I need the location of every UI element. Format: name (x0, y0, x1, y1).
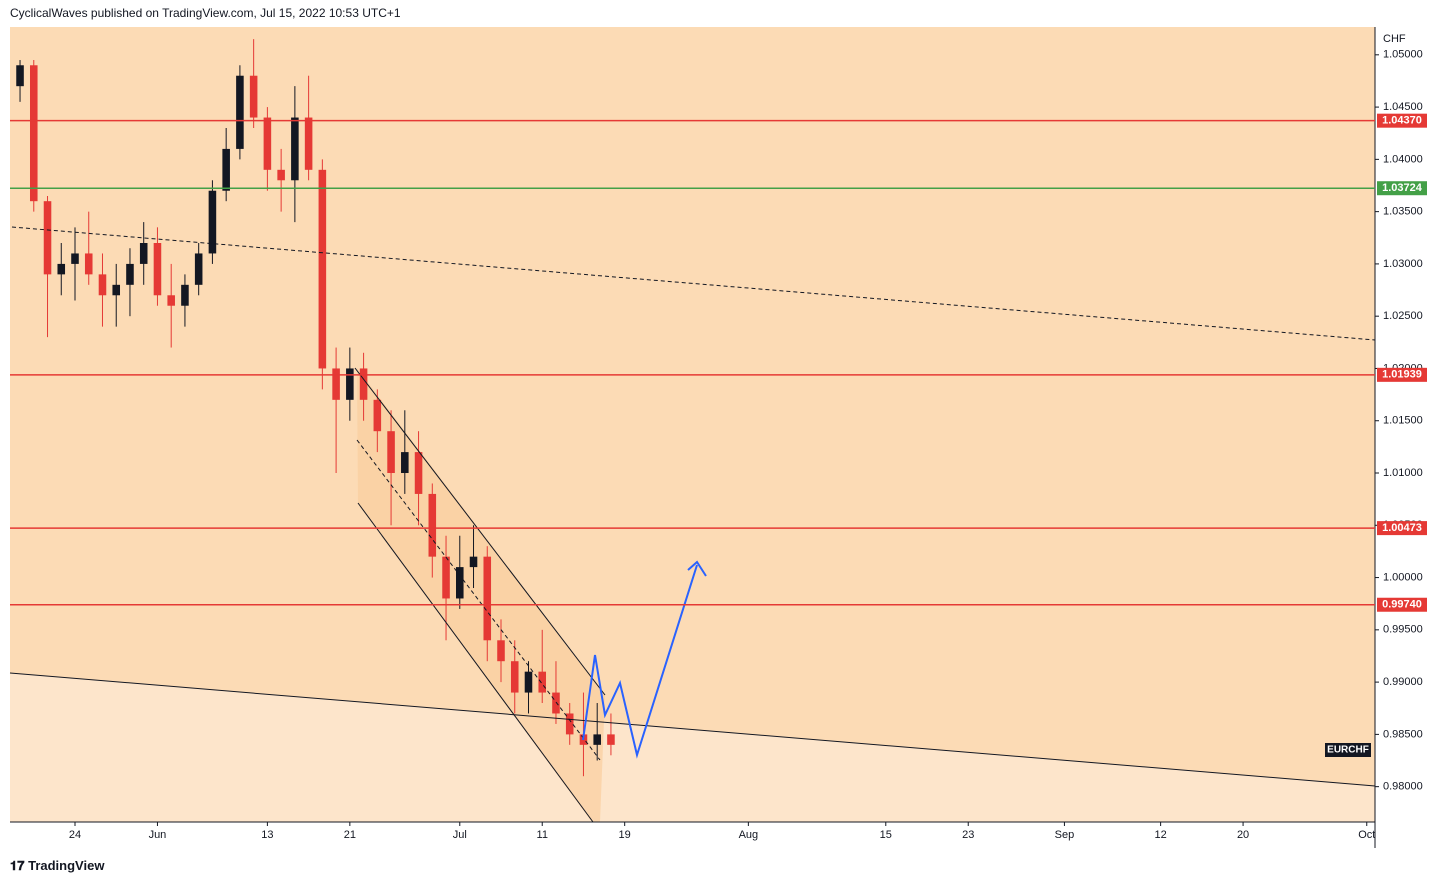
candle-body (139, 243, 148, 264)
candle-body (524, 671, 533, 693)
x-tick-label: Aug (739, 829, 759, 841)
symbol-tag (1325, 743, 1371, 757)
x-tick-label: 15 (880, 829, 892, 841)
candle-body (167, 295, 175, 306)
candle-body (112, 284, 121, 296)
x-tick-label: 19 (619, 829, 631, 841)
publish-header: CyclicalWaves published on TradingView.c… (10, 6, 401, 20)
candle-body (263, 117, 272, 170)
candle-body (373, 399, 382, 432)
price-level-tag (1377, 597, 1427, 612)
channel-lower (357, 502, 594, 823)
candle-body (222, 148, 230, 191)
x-tick-label: 12 (1154, 829, 1166, 841)
candle-body (57, 263, 66, 275)
y-tick-label: 1.01000 (1383, 467, 1423, 479)
candle-body (236, 75, 244, 149)
price-level-label: 1.03724 (1382, 182, 1423, 194)
price-level-tag (1377, 113, 1427, 128)
candle-body (249, 75, 258, 118)
plot-background (10, 27, 1375, 822)
currency-label: CHF (1383, 33, 1406, 45)
lower-zone (10, 673, 1375, 822)
symbol-label: EURCHF (1327, 745, 1369, 756)
candle-body (401, 452, 409, 474)
channel-mid (356, 439, 601, 761)
y-tick-label: 0.99500 (1383, 624, 1423, 636)
candle-body (593, 734, 601, 745)
dashed-trendline (11, 226, 1376, 341)
candle-body (428, 493, 437, 557)
y-tick-label: 1.03500 (1383, 206, 1423, 218)
price-level-label: 1.00473 (1382, 522, 1422, 534)
y-tick-label: 1.04000 (1383, 153, 1423, 165)
x-tick-label: Sep (1055, 829, 1075, 841)
chart: CHF 0.98000 0.98500 0.99000 0.99500 1.00000 1… (9, 27, 1427, 848)
trendline (9, 672, 1376, 787)
candle-body (497, 640, 505, 662)
x-tick-label: Jun (149, 829, 167, 841)
candle-body (483, 556, 492, 641)
candle-body (291, 117, 299, 181)
x-tick-label: 20 (1237, 829, 1249, 841)
candle-body (153, 243, 162, 296)
candle-body (181, 284, 189, 306)
candle-body (469, 556, 478, 568)
projection-path (582, 564, 698, 759)
y-tick-label: 1.01500 (1383, 415, 1423, 427)
candle-body (332, 368, 340, 400)
candle-body (194, 253, 203, 285)
x-tick-label: Oct (1358, 829, 1375, 841)
y-tick-label: 1.00000 (1383, 571, 1423, 583)
candle-body (304, 117, 313, 170)
candle-body (552, 692, 560, 714)
y-tick-label: 0.98000 (1383, 781, 1423, 793)
x-tick-label: 11 (537, 829, 548, 841)
candle-body (607, 734, 615, 745)
price-level-tag (1377, 367, 1427, 382)
candle-body (359, 368, 368, 400)
brand-logo: 𝟏𝟕 TradingView (10, 858, 105, 873)
x-tick-label: 23 (962, 829, 974, 841)
candle-body (510, 661, 519, 693)
x-tick-label: Jul (453, 829, 467, 841)
candle-body (442, 556, 450, 599)
y-tick-label: 1.04500 (1383, 101, 1423, 113)
brand-name: TradingView (28, 858, 105, 873)
y-tick-label: 0.99000 (1383, 676, 1423, 688)
candle-body (98, 274, 107, 296)
price-level-label: 0.99740 (1382, 599, 1422, 611)
candle-body (16, 65, 24, 87)
candle-body (29, 65, 38, 202)
candle-body (126, 263, 134, 285)
x-tick-label: 21 (344, 829, 356, 841)
y-tick-label: 1.05000 (1383, 49, 1423, 61)
projection-arrow (687, 560, 707, 577)
x-tick-label: 24 (69, 829, 81, 841)
y-tick-label: 0.98500 (1383, 728, 1423, 740)
candle-body (208, 190, 217, 254)
candle-body (538, 671, 547, 693)
candle-body (455, 567, 464, 599)
candle-body (277, 169, 285, 181)
price-level-tag (1377, 181, 1427, 196)
candle-body (346, 368, 354, 400)
candle-body (71, 253, 79, 264)
candle-body (318, 169, 327, 369)
y-tick-label: 1.02500 (1383, 310, 1423, 322)
candle-body (387, 431, 395, 474)
candle-body (43, 201, 52, 275)
x-tick-label: 13 (261, 829, 273, 841)
candle-body (84, 253, 93, 275)
candle-body (414, 452, 423, 494)
y-tick-label: 1.03000 (1383, 258, 1423, 270)
channel-upper (354, 367, 606, 696)
candle-body (565, 713, 574, 735)
price-level-tag (1377, 521, 1427, 536)
price-level-label: 1.01939 (1382, 369, 1422, 381)
price-level-label: 1.04370 (1382, 115, 1422, 127)
